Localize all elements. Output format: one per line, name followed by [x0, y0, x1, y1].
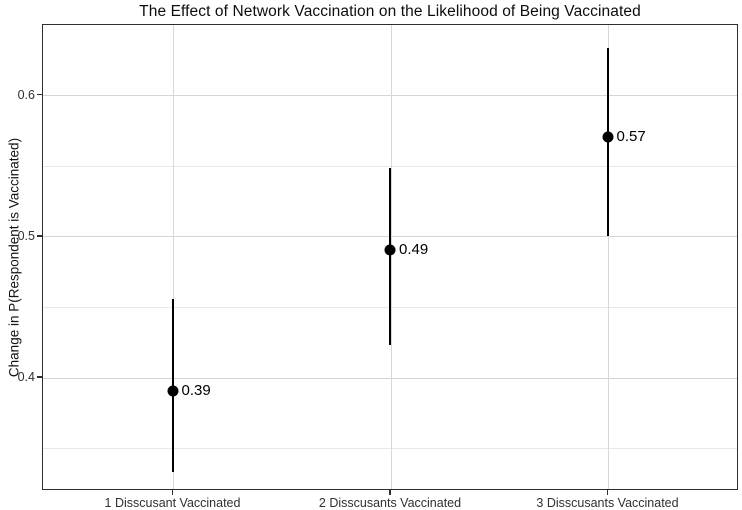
horizontal-major-gridline: [43, 95, 737, 97]
x-axis-tick-label: 1 Disscusant Vaccinated: [104, 496, 241, 510]
y-axis-tick: [37, 235, 42, 237]
y-axis-tick-label: 0.5: [17, 228, 35, 243]
confidence-interval-bar: [389, 168, 391, 345]
y-axis-tick-label: 0.6: [17, 87, 35, 102]
vertical-gridline: [608, 25, 609, 489]
horizontal-minor-gridline: [43, 165, 737, 167]
vertical-gridline: [390, 25, 392, 489]
point-estimate-dot: [602, 131, 613, 143]
y-axis-tick: [37, 376, 42, 378]
confidence-interval-bar: [171, 299, 174, 472]
point-value-label: 0.39: [181, 382, 211, 400]
vertical-gridline: [173, 25, 174, 489]
point-value-label: 0.57: [616, 128, 646, 146]
point-estimate-dot: [167, 385, 178, 397]
x-axis-tick: [171, 490, 174, 495]
y-axis-label: Change in P(Respondent is Vaccinated): [6, 137, 22, 378]
point-value-label: 0.49: [399, 241, 429, 259]
horizontal-minor-gridline: [43, 448, 737, 450]
y-axis-tick-label: 0.4: [17, 370, 35, 385]
x-axis-tick-label: 2 Disscusants Vaccinated: [318, 496, 462, 510]
x-axis-tick-label: 3 Disscusants Vaccinated: [536, 496, 679, 510]
point-estimate-dot: [384, 244, 396, 256]
x-axis-tick: [606, 490, 609, 495]
x-axis-tick: [389, 490, 391, 495]
horizontal-major-gridline: [43, 377, 737, 379]
y-axis-tick: [37, 93, 42, 96]
chart-title: The Effect of Network Vaccination on the…: [139, 3, 641, 20]
